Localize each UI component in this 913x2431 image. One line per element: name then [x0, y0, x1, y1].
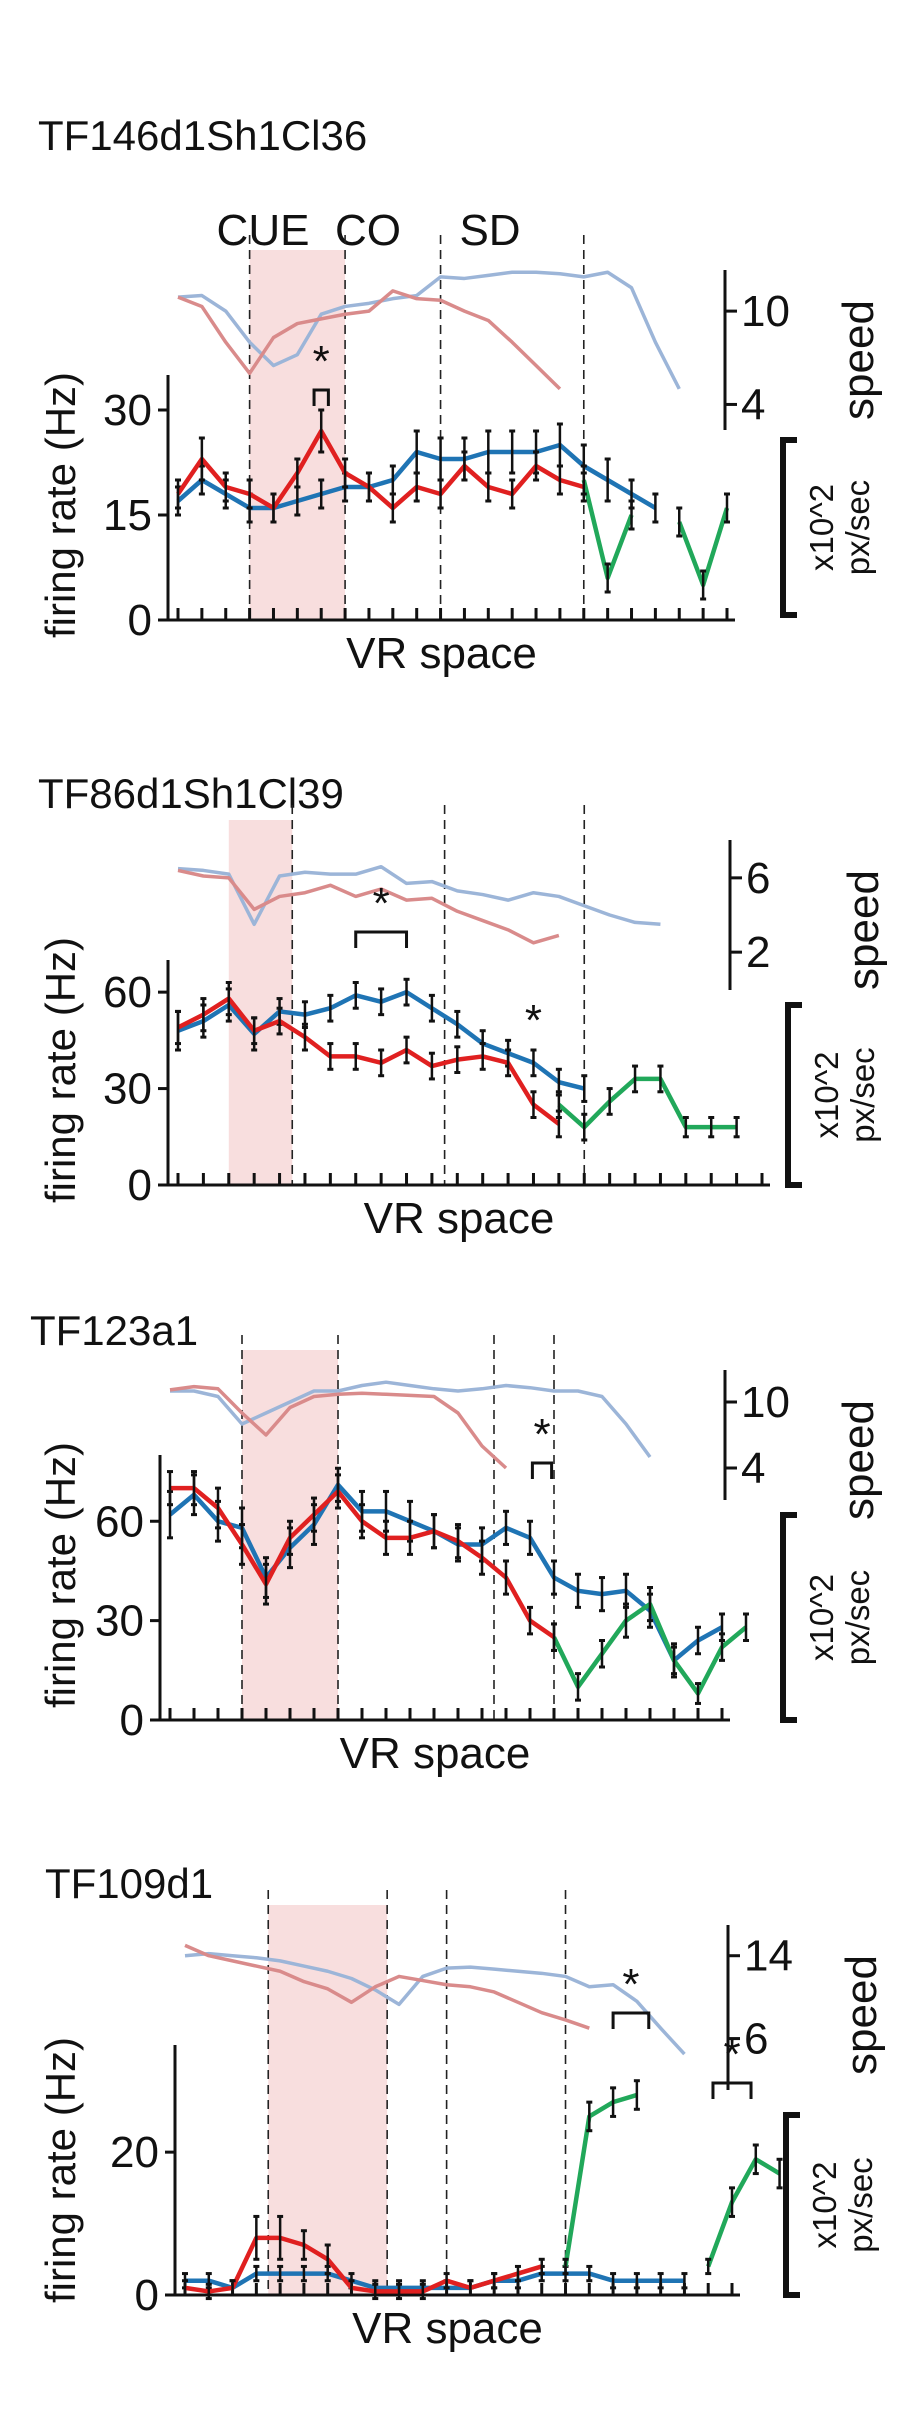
speed-unit-line2: px/sec	[839, 1570, 876, 1665]
series-line-green	[563, 2092, 638, 2267]
y-axis-label: firing rate (Hz)	[37, 937, 84, 1203]
speed-tick-label: 14	[744, 1932, 793, 1981]
speed-trace-red	[177, 868, 560, 945]
y-tick-label: 30	[95, 1597, 144, 1646]
chart-title: TF109d1	[45, 1860, 213, 1907]
x-axis-label: VR space	[352, 2304, 543, 2353]
significance-star: *	[313, 337, 330, 386]
speed-tick-label: 4	[741, 1444, 765, 1493]
y-tick-label: 15	[103, 491, 152, 540]
y-axis-label: firing rate (Hz)	[37, 2037, 84, 2303]
y-tick-label: 0	[128, 596, 152, 645]
speed-unit-line1: x10^2	[806, 2161, 843, 2248]
speed-unit-bracket	[785, 1002, 802, 1188]
chart-title: TF86d1Sh1Cl39	[38, 770, 344, 817]
speed-trace-red	[184, 1943, 590, 2030]
y-axis-label: firing rate (Hz)	[37, 1442, 84, 1708]
series-line-green	[706, 2157, 781, 2268]
speed-tick-label: 10	[741, 287, 790, 336]
significance-star: *	[622, 1960, 639, 2009]
significance-star: *	[533, 1410, 550, 1459]
speed-unit-line2: px/sec	[842, 2157, 879, 2252]
speed-unit-line1: x10^2	[803, 484, 840, 571]
series-line-red	[176, 996, 561, 1126]
x-axis-label: VR space	[346, 629, 537, 678]
y-tick-label: 20	[110, 2128, 159, 2177]
y-tick-label: 30	[103, 386, 152, 435]
significance-bracket	[611, 2011, 651, 2029]
speed-unit-bracket	[780, 1512, 797, 1723]
speed-axis-label: speed	[839, 870, 888, 990]
region-label-sd: SD	[459, 206, 520, 255]
region-label-co: CO	[335, 206, 401, 255]
significance-bracket	[530, 1461, 554, 1479]
speed-unit-bracket	[783, 2112, 800, 2298]
speed-tick-label: 6	[744, 2015, 768, 2064]
x-axis-label: VR space	[340, 1729, 531, 1778]
speed-unit-bracket	[780, 437, 797, 618]
significance-star: *	[525, 996, 542, 1045]
chart-title: TF123a1	[30, 1307, 198, 1354]
speed-tick-label: 10	[741, 1378, 790, 1427]
chart-title: TF146d1Sh1Cl36	[38, 112, 367, 159]
y-tick-label: 30	[103, 1065, 152, 1114]
speed-unit-line1: x10^2	[803, 1574, 840, 1661]
series-line-red	[184, 2235, 543, 2294]
cue-region-shade	[228, 820, 293, 1185]
speed-trace-blue	[184, 1951, 686, 2056]
y-tick-label: 60	[103, 968, 152, 1017]
series-line-green	[557, 1076, 737, 1130]
significance-bracket	[312, 388, 330, 406]
speed-axis-label: speed	[834, 300, 883, 420]
speed-tick-label: 2	[746, 928, 770, 977]
y-tick-label: 0	[128, 1161, 152, 1210]
speed-unit-line2: px/sec	[839, 480, 876, 575]
y-tick-label: 0	[120, 1696, 144, 1745]
y-tick-label: 60	[95, 1497, 144, 1546]
speed-axis-label: speed	[837, 1955, 886, 2075]
significance-bracket	[711, 2081, 753, 2099]
cue-region-shade	[249, 250, 346, 620]
y-axis-label: firing rate (Hz)	[37, 372, 84, 638]
speed-trace-blue	[177, 864, 661, 927]
speed-trace-red	[177, 289, 562, 391]
significance-star: *	[723, 2030, 740, 2079]
speed-unit-line2: px/sec	[844, 1047, 881, 1142]
x-axis-label: VR space	[364, 1194, 555, 1243]
chart-panel-2: TF86d1Sh1Cl39 6 2 speed x10^2 px/sec 0 30 60 firi…	[37, 770, 888, 1243]
speed-tick-label: 6	[746, 854, 770, 903]
speed-tick-label: 4	[741, 380, 765, 429]
region-label-cue: CUE	[217, 206, 310, 255]
significance-star: *	[373, 879, 390, 928]
chart-panel-4: TF109d1 14 6 speed x10^2 px/sec 0 20 firing rate…	[37, 1860, 886, 2353]
y-tick-label: 0	[135, 2271, 159, 2320]
significance-bracket	[354, 930, 409, 948]
series-line-red	[176, 428, 585, 511]
chart-panel-1: TF146d1Sh1Cl36 CUE CO SD 10 4 speed x10^2 px/sec…	[37, 112, 883, 678]
speed-unit-line1: x10^2	[808, 1051, 845, 1138]
speed-axis-label: speed	[834, 1400, 883, 1520]
speed-trace-red	[169, 1384, 508, 1470]
